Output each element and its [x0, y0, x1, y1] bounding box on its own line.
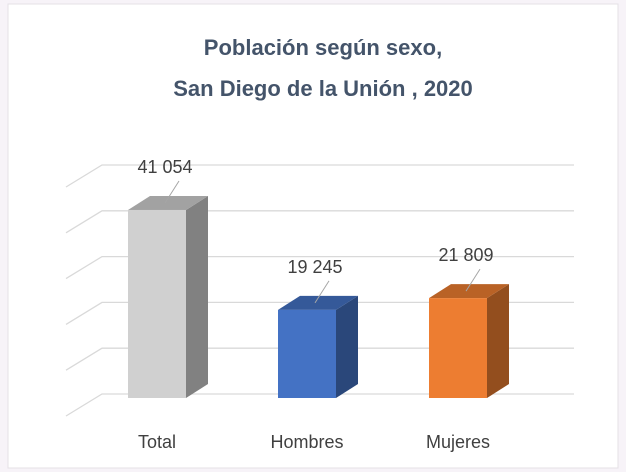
chart-title: San Diego de la Unión , 2020: [173, 76, 473, 101]
chart-panel: [7, 3, 619, 469]
grid-line: [65, 210, 574, 234]
bar: [128, 195, 208, 398]
bar-top: [128, 195, 208, 210]
value-label: 19 245: [287, 257, 342, 277]
bar-side: [336, 295, 358, 398]
bar-front: [429, 298, 487, 398]
bar-top: [429, 284, 509, 299]
value-label: 41 054: [137, 157, 192, 177]
bar: [278, 295, 358, 398]
x-tick-label: Total: [138, 432, 176, 452]
bar: [429, 284, 509, 398]
x-tick-label: Hombres: [270, 432, 343, 452]
x-tick-label: Mujeres: [426, 432, 490, 452]
grid-line: [65, 347, 574, 371]
grid-line: [65, 393, 574, 417]
bar-side: [186, 195, 208, 398]
grid-line: [65, 301, 574, 325]
leader-line: [314, 280, 330, 304]
leader-line: [164, 180, 180, 204]
leader-line: [465, 268, 481, 292]
grid-line: [65, 255, 574, 280]
bar-front: [128, 209, 186, 398]
bar-side: [487, 284, 509, 398]
grid-line: [65, 164, 574, 188]
value-label: 21 809: [438, 245, 493, 265]
bar-front: [278, 309, 336, 398]
bar-top: [278, 295, 358, 310]
chart-title: Población según sexo,: [204, 35, 442, 60]
